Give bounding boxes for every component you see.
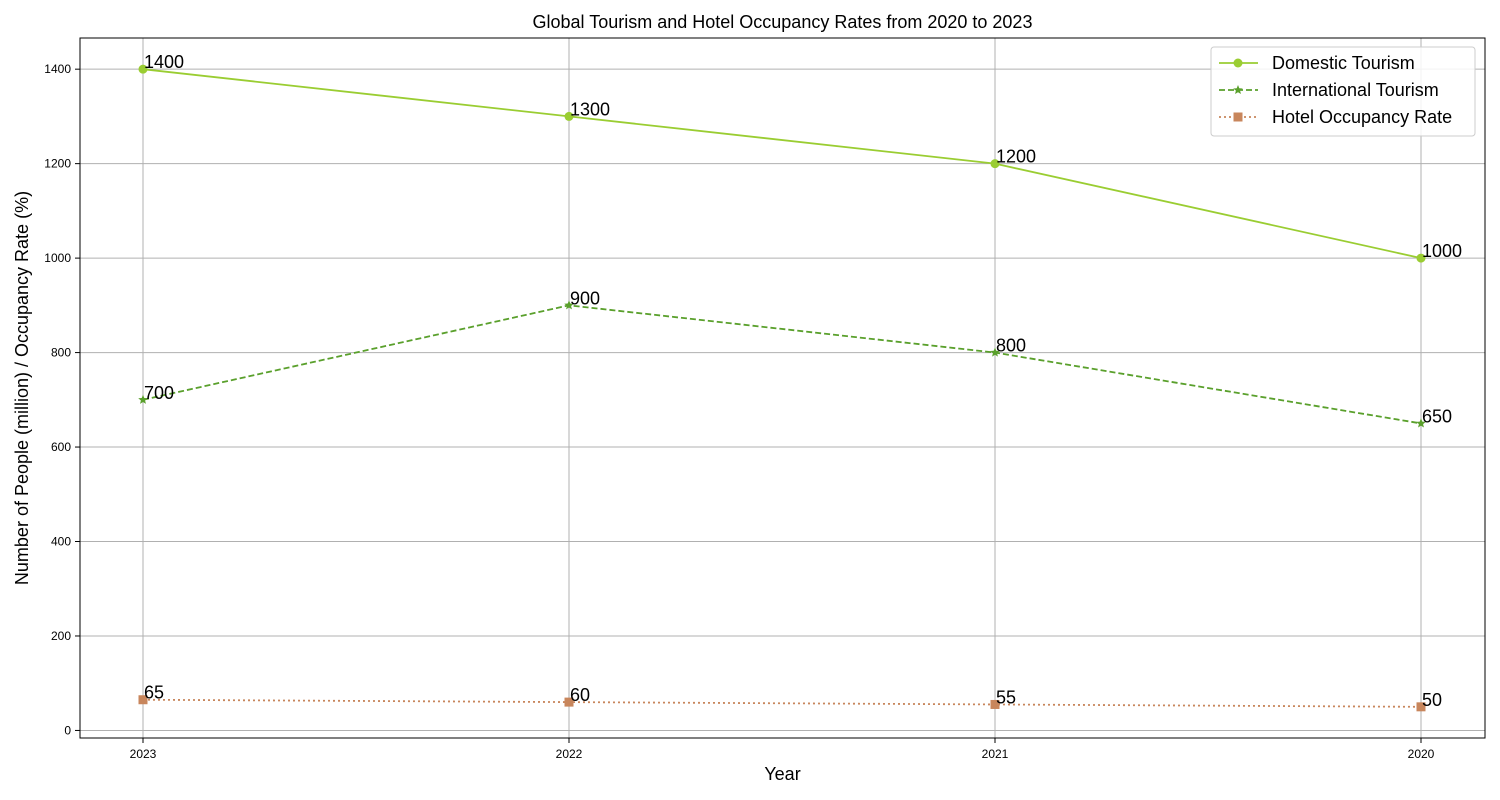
data-point [1416, 253, 1426, 263]
data-point [138, 64, 148, 74]
data-point [564, 300, 574, 310]
legend-label: International Tourism [1272, 80, 1439, 100]
legend-marker [1233, 112, 1243, 122]
legend-label: Hotel Occupancy Rate [1272, 107, 1452, 127]
series-domestic-tourism [138, 64, 1426, 263]
axes: 2023 2022 2021 2020 0 200 400 600 800 1000 1200 140… [44, 62, 1434, 761]
data-label: 65 [144, 683, 164, 703]
y-axis-title: Number of People (million) / Occupancy R… [12, 191, 32, 585]
y-tick-label: 0 [64, 723, 71, 737]
data-point [1416, 418, 1426, 428]
y-tick-label: 1400 [44, 62, 71, 76]
x-tick-label: 2022 [556, 747, 583, 761]
data-point [990, 699, 1000, 709]
legend-marker [1233, 58, 1243, 68]
x-axis-title: Year [764, 764, 800, 784]
legend-label: Domestic Tourism [1272, 53, 1415, 73]
data-label: 900 [570, 288, 600, 308]
data-label: 55 [996, 687, 1016, 707]
data-label: 1000 [1422, 241, 1462, 261]
legend: Domestic Tourism International Tourism Hot… [1210, 46, 1476, 137]
data-label: 1300 [570, 99, 610, 119]
x-tick-label: 2021 [982, 747, 1009, 761]
data-label: 1400 [144, 52, 184, 72]
series-line [142, 68, 1422, 259]
data-point [138, 695, 148, 705]
y-tick-label: 1000 [44, 251, 71, 265]
data-point [564, 697, 574, 707]
y-tick-label: 800 [51, 346, 71, 360]
data-point [990, 347, 1000, 357]
legend-item: Domestic Tourism [1219, 53, 1415, 73]
series-hotel-occupancy-rate [138, 695, 1426, 712]
y-tick-label: 1200 [44, 157, 71, 171]
y-tick-label: 200 [51, 629, 71, 643]
data-label: 50 [1422, 690, 1442, 710]
y-tick-label: 600 [51, 440, 71, 454]
x-tick-label: 2023 [130, 747, 157, 761]
y-tick-label: 400 [51, 535, 71, 549]
data-point [990, 159, 1000, 169]
series-layer [138, 64, 1426, 712]
data-label: 1200 [996, 147, 1036, 167]
data-point [564, 111, 574, 121]
legend-box [1210, 46, 1476, 137]
legend-item: Hotel Occupancy Rate [1219, 107, 1452, 127]
data-label: 700 [144, 383, 174, 403]
series-line [142, 698, 1422, 708]
data-labels: 1400 1300 1200 1000 700 900 800 650 65 60 55 50 [144, 52, 1462, 710]
grid [80, 38, 1485, 738]
series-international-tourism [138, 300, 1426, 428]
legend-marker [1233, 85, 1243, 95]
chart-title: Global Tourism and Hotel Occupancy Rates… [533, 12, 1033, 32]
data-label: 800 [996, 336, 1026, 356]
x-tick-label: 2020 [1408, 747, 1435, 761]
legend-item: International Tourism [1219, 80, 1439, 100]
data-label: 60 [570, 685, 590, 705]
plot-frame [79, 37, 1486, 739]
data-point [1416, 702, 1426, 712]
series-line [142, 304, 1422, 425]
data-point [138, 394, 148, 404]
data-label: 650 [1422, 406, 1452, 426]
